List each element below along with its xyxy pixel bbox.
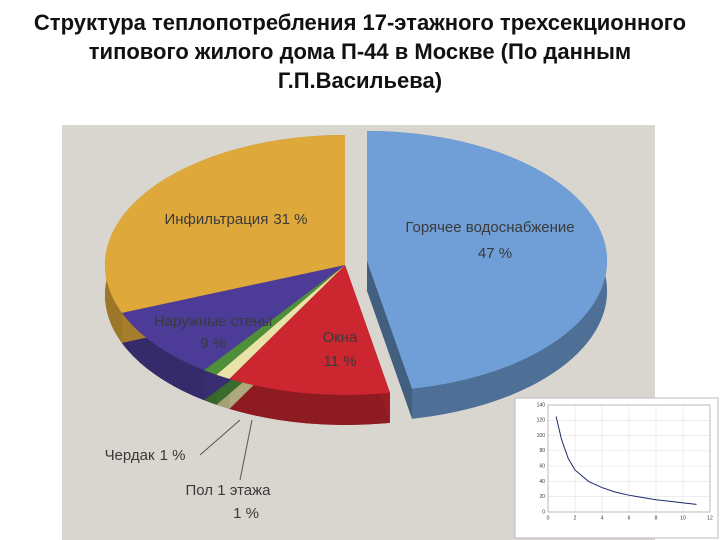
value-label: 47 % [478, 245, 512, 262]
x-tick-label: 8 [655, 515, 658, 521]
leader-line [199, 419, 241, 456]
x-tick-label: 4 [601, 515, 604, 521]
slice [203, 265, 345, 375]
slice-label-group: Инфильтрация 31 % [164, 211, 307, 228]
inset-background [514, 397, 719, 539]
x-tick-label: 2 [574, 515, 577, 521]
y-tick-label: 40 [539, 479, 545, 485]
y-tick-label: 120 [537, 418, 546, 424]
value-label: 31 % [273, 211, 307, 228]
y-tick-label: 80 [539, 448, 545, 454]
slice [216, 265, 345, 379]
y-tick-label: 100 [537, 433, 546, 439]
slice-label: Наружные стены [154, 313, 272, 330]
y-tick-label: 60 [539, 463, 545, 469]
value-label: 9 % [200, 335, 226, 352]
slice [229, 265, 390, 396]
slice [121, 265, 346, 371]
value-label: 1 % [233, 505, 259, 522]
leader-line [239, 419, 253, 481]
slice-label: Чердак [105, 447, 155, 464]
slice-label: Окна [323, 329, 359, 346]
slice-label-group: Чердак 1 % [105, 447, 186, 464]
slide-title: Структура теплопотребления 17-этажного т… [33, 10, 687, 93]
value-label: 1 % [160, 447, 186, 464]
value-label: 11 % [323, 353, 356, 370]
x-tick-label: 10 [680, 515, 686, 521]
plot-frame [547, 404, 711, 513]
y-tick-label: 140 [537, 402, 546, 408]
slice-label: Горячее водоснабжение [405, 219, 574, 236]
slice-label: Инфильтрация [164, 211, 268, 228]
x-tick-label: 6 [628, 515, 631, 521]
y-tick-label: 20 [539, 494, 545, 500]
line-series [555, 416, 697, 505]
x-tick-label: 0 [547, 515, 550, 521]
slice [104, 135, 345, 313]
slice-side [229, 378, 390, 425]
slice-label: Пол 1 этажа [186, 482, 272, 499]
x-tick-label: 12 [707, 515, 713, 521]
slice [367, 131, 608, 389]
y-tick-label: 0 [542, 509, 545, 515]
